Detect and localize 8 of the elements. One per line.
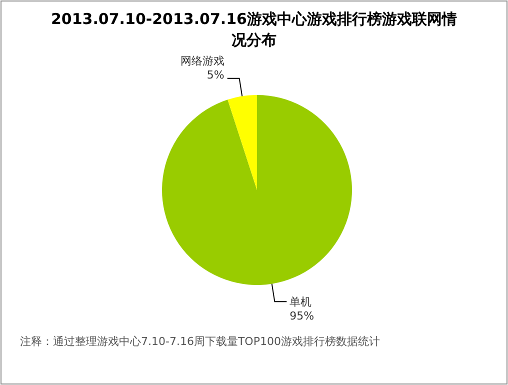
slice-label: 网络游戏 <box>180 54 224 68</box>
data-label: 5% <box>206 68 224 82</box>
pie-slice <box>162 95 352 285</box>
pie-slice <box>228 95 257 190</box>
text: 注释：通过整理游戏中心7.10-7.16周下载量TOP100游戏排行榜数据统计 <box>20 335 380 348</box>
chart-title: 2013.07.10-2013.07.16游戏中心游戏排行榜游戏联网情况分布 <box>50 10 458 49</box>
slice-label: 单机 <box>290 296 312 309</box>
data-label: 95% <box>290 310 314 323</box>
